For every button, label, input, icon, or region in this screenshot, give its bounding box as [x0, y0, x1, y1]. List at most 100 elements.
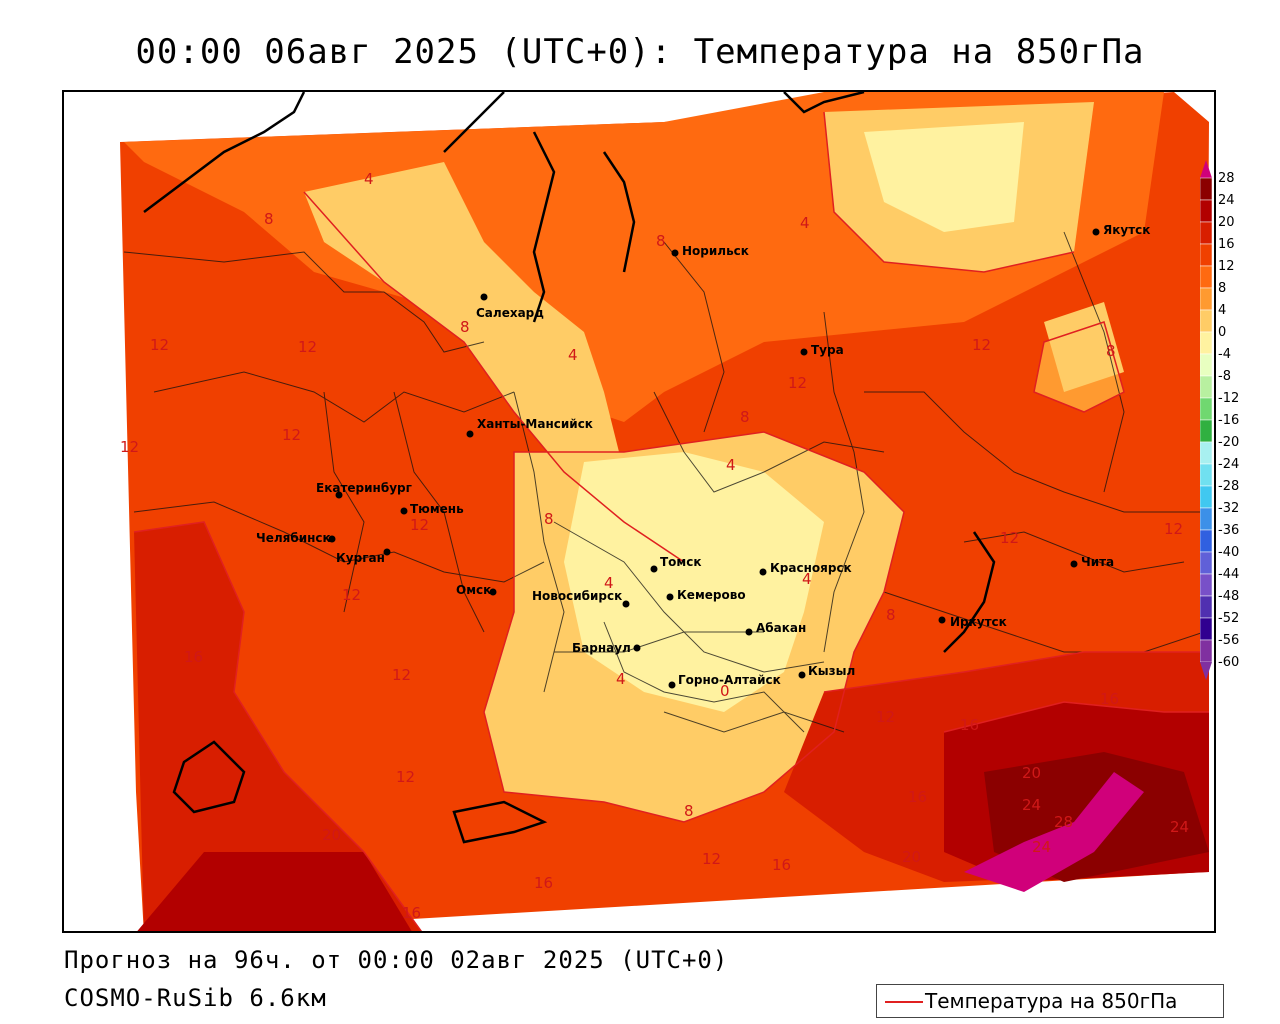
legend-label: Температура на 850гПа	[925, 989, 1178, 1013]
isotherm-label: 16	[184, 648, 203, 666]
coastline	[143, 92, 996, 844]
isotherm-label: 8	[740, 408, 750, 426]
temperature-colorbar: 28 24 20 16 12 8 4 0 -4 -8 -12 -16 -20 -24 -28 -32 -36 -4…	[1200, 160, 1239, 680]
colorbar-swatch	[1200, 595, 1213, 619]
isotherm-label: 12	[392, 666, 411, 684]
colorbar-swatch	[1200, 177, 1213, 201]
colorbar-swatch	[1200, 529, 1213, 553]
city-dot	[798, 671, 806, 679]
isotherm-label: 4	[604, 574, 614, 592]
colorbar-tick-label: -56	[1218, 633, 1239, 648]
isotherm-labels: 28 24 24 24 20 20 20 16 16 16 16 16 16 1…	[120, 170, 1189, 922]
isotherm-label: 24	[1170, 818, 1189, 836]
city-label: Екатеринбург	[316, 481, 412, 495]
city-dot	[671, 249, 679, 257]
colorbar-tick-label: 20	[1218, 215, 1235, 230]
isotherm-label: 12	[150, 336, 169, 354]
colorbar-swatch	[1200, 441, 1213, 465]
colorbar-swatch	[1200, 221, 1213, 245]
city-label: Горно-Алтайск	[678, 673, 781, 687]
colorbar-tick-label: 16	[1218, 237, 1235, 252]
city-label: Новосибирск	[532, 589, 622, 603]
isotherm-label: 12	[1164, 520, 1183, 538]
city-label: Томск	[660, 555, 702, 569]
city-dot	[666, 593, 674, 601]
colorbar-tick-label: -40	[1218, 545, 1239, 560]
model-name: COSMO-RuSib 6.6км	[64, 984, 327, 1012]
colorbar-tick-label: -20	[1218, 435, 1239, 450]
city-label: Курган	[336, 551, 385, 565]
colorbar-top-arrow	[1200, 160, 1212, 178]
isotherm-label: 16	[960, 716, 979, 734]
city-label: Кемерово	[677, 588, 746, 602]
city-dot	[480, 293, 488, 301]
isotherm-label: 16	[772, 856, 791, 874]
isotherm-label: 12	[120, 438, 139, 456]
colorbar-swatch	[1200, 573, 1213, 597]
colorbar-swatch	[1200, 507, 1213, 531]
colorbar-swatch	[1200, 287, 1213, 311]
city-label: Тюмень	[410, 502, 464, 516]
colorbar-tick-label: -60	[1218, 655, 1239, 670]
city-dot	[383, 548, 391, 556]
colorbar-tick-label: -44	[1218, 567, 1239, 582]
colorbar-tick-label: -12	[1218, 391, 1239, 406]
isotherm-label: 4	[568, 346, 578, 364]
colorbar-swatch	[1200, 639, 1213, 663]
isotherm-label: 12	[282, 426, 301, 444]
colorbar-tick-label: -52	[1218, 611, 1239, 626]
isotherm-label: 8	[264, 210, 274, 228]
city-dot	[400, 507, 408, 515]
colorbar-tick-label: -16	[1218, 413, 1239, 428]
city-labels: Салехард Норильск Якутск Тура Ханты-Манс…	[256, 223, 1150, 687]
isotherm-label: 16	[1100, 690, 1119, 708]
field-0-center	[564, 452, 824, 712]
isotherm-label: 4	[616, 670, 626, 688]
isotherm-label: 20	[902, 848, 921, 866]
isotherm-label: 12	[410, 516, 429, 534]
colorbar-swatch	[1200, 485, 1213, 509]
isotherm-label: 12	[876, 708, 895, 726]
isotherm-label: 4	[726, 456, 736, 474]
city-label: Иркутск	[950, 615, 1007, 629]
colorbar-swatch	[1200, 419, 1213, 443]
isotherm-label: 16	[908, 788, 927, 806]
colorbar-swatch	[1200, 309, 1213, 333]
colorbar-swatch	[1200, 243, 1213, 267]
colorbar-swatch	[1200, 265, 1213, 289]
colorbar-swatch	[1200, 463, 1213, 487]
map-area: Салехард Норильск Якутск Тура Ханты-Манс…	[62, 90, 1216, 933]
colorbar-tick-label: -4	[1218, 347, 1231, 362]
colorbar-tick-label: -8	[1218, 369, 1231, 384]
colorbar-tick-label: 0	[1218, 325, 1226, 340]
city-label: Барнаул	[572, 641, 631, 655]
isotherm-label: 12	[396, 768, 415, 786]
colorbar-swatch	[1200, 331, 1213, 355]
colorbar-bottom-arrow	[1200, 662, 1212, 680]
city-label: Салехард	[476, 306, 544, 320]
isotherm-label: 12	[342, 586, 361, 604]
city-label: Красноярск	[770, 561, 852, 575]
isotherm-label: 0	[720, 682, 730, 700]
city-dot	[489, 588, 497, 596]
colorbar-tick-label: 8	[1218, 281, 1226, 296]
city-label: Челябинск	[256, 531, 331, 545]
colorbar-swatch	[1200, 353, 1213, 377]
isotherms	[133, 111, 1209, 931]
isotherm-label: 16	[534, 874, 553, 892]
city-label: Тура	[811, 343, 844, 357]
forecast-info: Прогноз на 96ч. от 00:00 02авг 2025 (UTC…	[64, 946, 729, 974]
isotherm-label: 8	[1106, 342, 1116, 360]
colorbar-tick-label: 4	[1218, 303, 1226, 318]
colorbar-swatch	[1200, 375, 1213, 399]
isotherm-label: 4	[802, 570, 812, 588]
field-20-sw	[137, 852, 412, 931]
map-canvas: Салехард Норильск Якутск Тура Ханты-Манс…	[120, 92, 1209, 931]
isotherm-label: 12	[702, 850, 721, 868]
colorbar-blocks	[1200, 160, 1213, 680]
isotherm-label: 4	[800, 214, 810, 232]
city-label: Норильск	[682, 244, 749, 258]
isotherm-label: 12	[1000, 529, 1019, 547]
isotherm-label: 12	[972, 336, 991, 354]
city-dot	[622, 600, 630, 608]
